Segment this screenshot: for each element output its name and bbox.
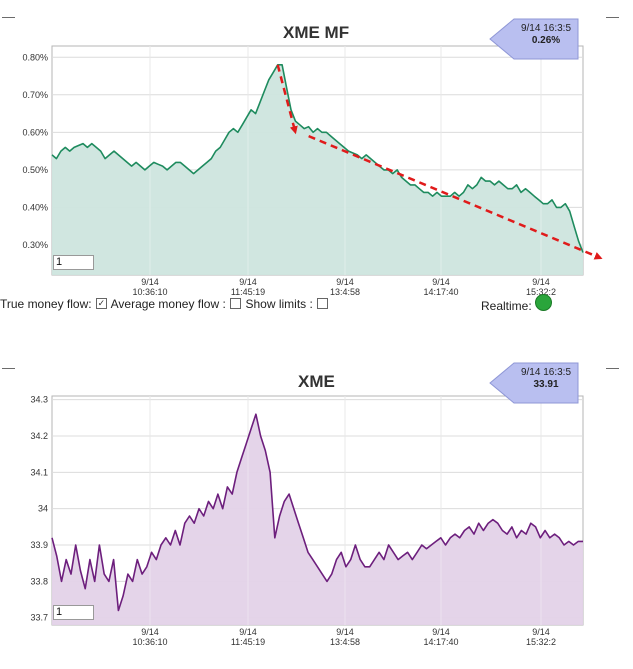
- badge-value: 33.91: [533, 379, 558, 390]
- y-tick-label: 34: [38, 504, 48, 514]
- y-tick-label: 0.30%: [22, 240, 48, 250]
- series-area: [52, 414, 583, 625]
- series-area: [52, 64, 583, 275]
- money-flow-chart: 0.80%0.70%0.60%0.50%0.40%0.30%9/1410:36:…: [22, 18, 603, 297]
- x-tick-date: 9/14: [532, 627, 550, 637]
- minimize-dash-top-left[interactable]: —: [2, 9, 15, 24]
- x-tick-date: 9/14: [336, 627, 354, 637]
- show-limits-checkbox[interactable]: [317, 298, 329, 310]
- series-line: [51, 64, 584, 253]
- y-tick-label: 34.3: [30, 395, 48, 405]
- price-period-input[interactable]: 1: [53, 605, 94, 620]
- x-tick-time: 13:4:58: [330, 287, 360, 297]
- controls-row: True money flow: ✓ Average money flow : …: [0, 297, 329, 311]
- badge-shape: [489, 18, 579, 60]
- y-tick-label: 34.2: [30, 431, 48, 441]
- true-money-flow-checkbox[interactable]: ✓: [95, 298, 107, 310]
- chart-title-mf: XME MF: [283, 23, 350, 42]
- y-tick-label: 33.7: [30, 613, 48, 623]
- x-tick-time: 14:17:40: [423, 287, 458, 297]
- badge-shape: [489, 362, 579, 404]
- y-tick-label: 33.8: [30, 576, 48, 586]
- x-tick-date: 9/14: [239, 277, 257, 287]
- x-tick-date: 9/14: [141, 277, 159, 287]
- badge-date: 9/14 16:3:5: [521, 367, 571, 378]
- show-limits-label: Show limits :: [245, 297, 313, 311]
- x-tick-time: 15:32:2: [526, 287, 556, 297]
- minimize-dash-top-right[interactable]: —: [606, 9, 619, 24]
- y-tick-label: 0.60%: [22, 127, 48, 137]
- x-tick-date: 9/14: [432, 277, 450, 287]
- realtime-status-dot[interactable]: [535, 294, 552, 311]
- realtime-label: Realtime:: [481, 299, 532, 313]
- trend-arrow: [308, 134, 603, 260]
- x-tick-time: 13:4:58: [330, 637, 360, 647]
- x-tick-time: 15:32:2: [526, 637, 556, 647]
- y-tick-label: 33.9: [30, 540, 48, 550]
- x-tick-date: 9/14: [532, 277, 550, 287]
- series-line: [51, 413, 583, 612]
- x-tick-time: 11:45:19: [231, 287, 265, 297]
- mf-period-input[interactable]: 1: [53, 255, 94, 270]
- x-tick-date: 9/14: [336, 277, 354, 287]
- y-tick-label: 0.40%: [22, 202, 48, 212]
- value-badge: 9/14 16:3:50.26%: [489, 18, 579, 60]
- badge-date: 9/14 16:3:5: [521, 23, 571, 34]
- x-tick-date: 9/14: [141, 627, 159, 637]
- x-tick-time: 11:45:19: [231, 637, 265, 647]
- x-tick-time: 10:36:10: [132, 637, 167, 647]
- chart-title-price: XME: [298, 372, 335, 391]
- value-badge: 9/14 16:3:533.91: [489, 362, 579, 404]
- average-money-flow-label: Average money flow :: [110, 297, 226, 311]
- x-tick-date: 9/14: [239, 627, 257, 637]
- true-money-flow-label: True money flow:: [0, 297, 92, 311]
- x-tick-time: 14:17:40: [423, 637, 458, 647]
- x-tick-date: 9/14: [432, 627, 450, 637]
- plot-frame: [51, 395, 584, 626]
- y-tick-label: 0.50%: [22, 165, 48, 175]
- average-money-flow-checkbox[interactable]: [230, 298, 242, 310]
- minimize-dash-bottom-left[interactable]: —: [2, 360, 15, 375]
- y-tick-label: 0.80%: [22, 52, 48, 62]
- y-tick-label: 0.70%: [22, 90, 48, 100]
- y-tick-label: 34.1: [30, 467, 48, 477]
- minimize-dash-bottom-right[interactable]: —: [606, 360, 619, 375]
- badge-value: 0.26%: [532, 35, 560, 46]
- x-tick-time: 10:36:10: [132, 287, 167, 297]
